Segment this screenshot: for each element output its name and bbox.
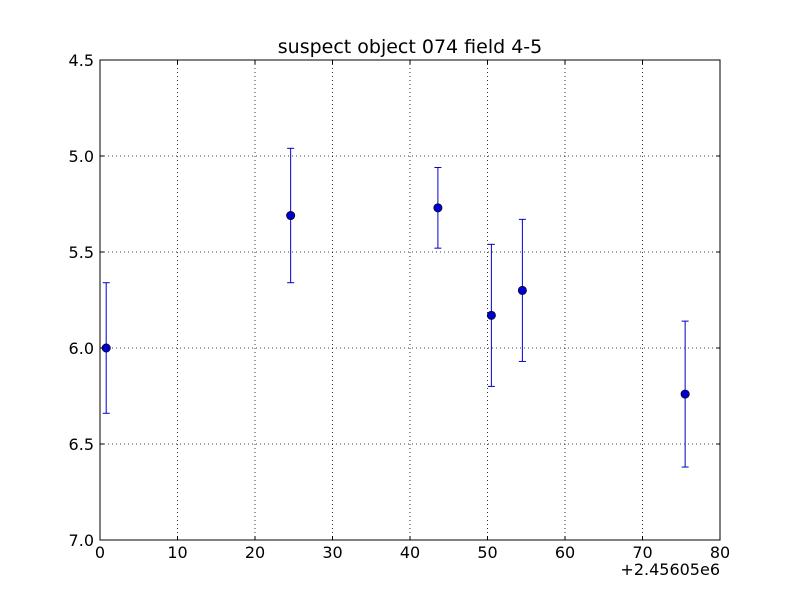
y-tick-label: 5.0 bbox=[69, 147, 94, 166]
x-tick-label: 30 bbox=[322, 543, 342, 562]
y-tick-label: 6.5 bbox=[69, 435, 94, 454]
error-bars bbox=[102, 147, 689, 468]
x-tick-label: 0 bbox=[95, 543, 105, 562]
x-tick-label: 20 bbox=[245, 543, 265, 562]
data-point bbox=[433, 203, 443, 213]
data-point bbox=[517, 285, 527, 295]
data-point bbox=[680, 389, 690, 399]
chart-title: suspect object 074 field 4-5 bbox=[278, 36, 543, 58]
x-tick-label: 70 bbox=[632, 543, 652, 562]
x-tick-label: 40 bbox=[400, 543, 420, 562]
grid-lines bbox=[100, 60, 720, 540]
data-point bbox=[486, 310, 496, 320]
x-offset-label: +2.45605e6 bbox=[620, 560, 720, 579]
data-points bbox=[101, 203, 690, 399]
y-tick-label: 5.5 bbox=[69, 243, 94, 262]
y-tick-label: 4.5 bbox=[69, 51, 94, 70]
y-tick-label: 6.0 bbox=[69, 339, 94, 358]
x-axis: 0 10 20 30 40 50 60 70 80 bbox=[95, 60, 730, 562]
x-tick-label: 10 bbox=[167, 543, 187, 562]
x-tick-label: 80 bbox=[710, 543, 730, 562]
data-point bbox=[286, 211, 296, 221]
y-axis: 4.5 5.0 5.5 6.0 6.5 7.0 bbox=[69, 51, 720, 550]
x-tick-label: 50 bbox=[477, 543, 497, 562]
y-tick-label: 7.0 bbox=[69, 531, 94, 550]
x-tick-label: 60 bbox=[555, 543, 575, 562]
